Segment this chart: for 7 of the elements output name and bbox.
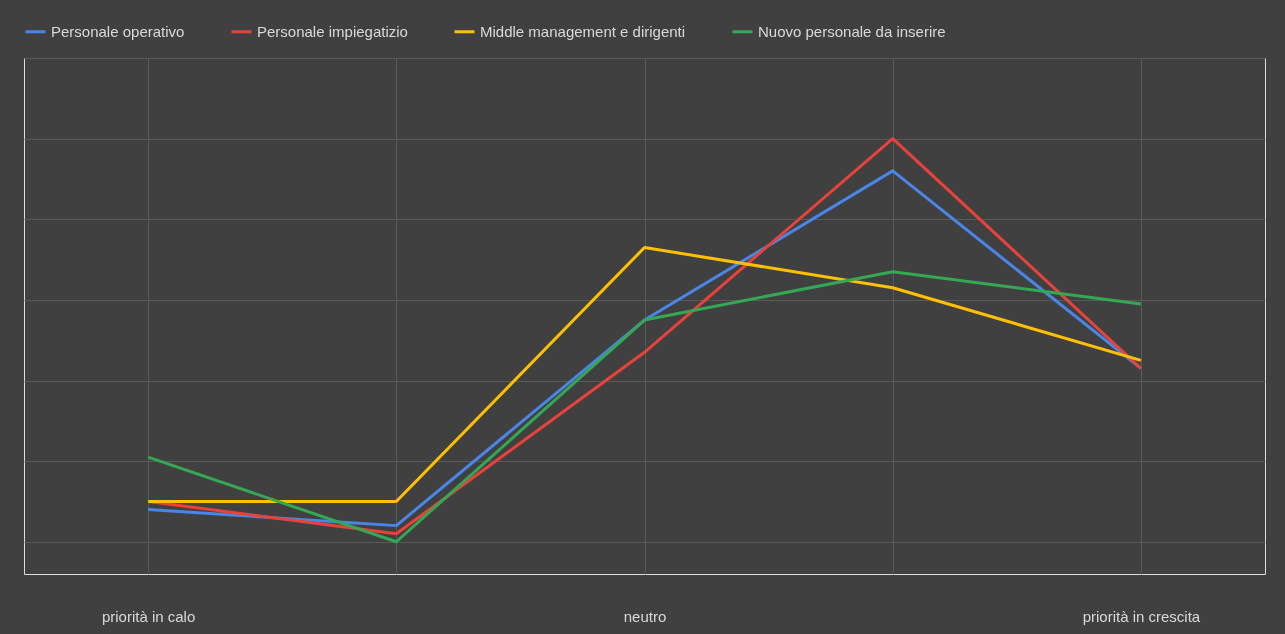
- legend-label: Middle management e dirigenti: [480, 22, 686, 40]
- legend-label: Personale impiegatizio: [257, 22, 408, 40]
- x-tick-label: neutro: [623, 607, 667, 625]
- x-tick-label: priorità in calo: [101, 607, 196, 625]
- legend-label: Nuovo personale da inserire: [758, 22, 946, 40]
- legend-label: Personale operativo: [51, 22, 185, 40]
- x-tick-label: priorità in crescita: [1082, 607, 1201, 625]
